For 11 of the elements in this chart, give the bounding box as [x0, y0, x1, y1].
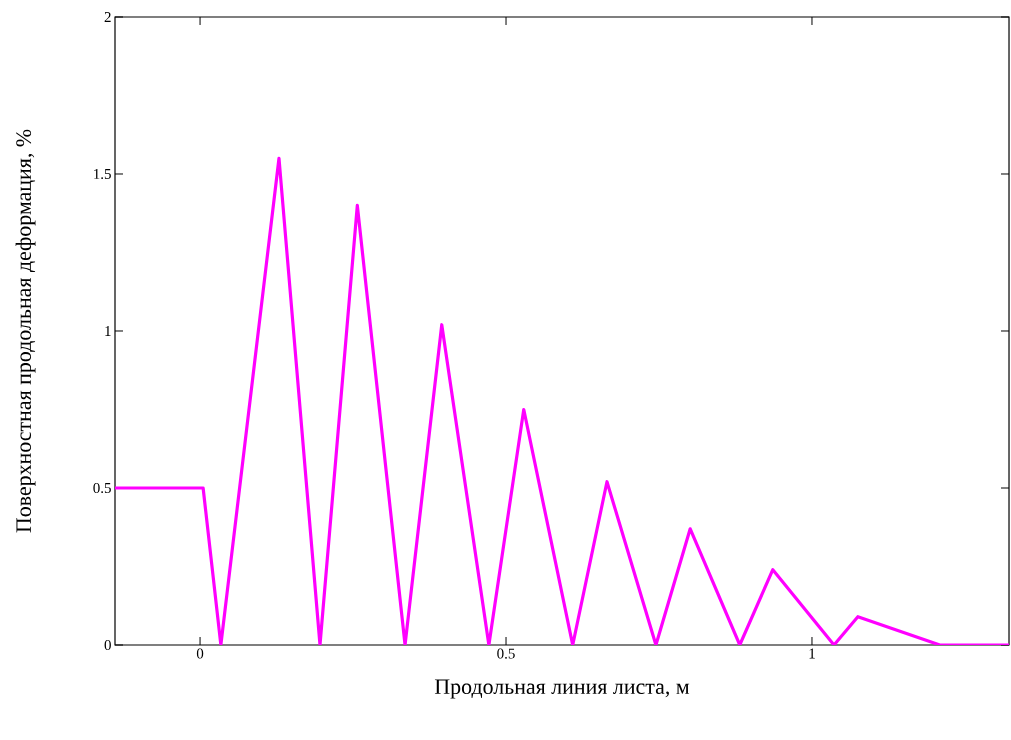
- x-tick-label: 1: [809, 648, 815, 659]
- y-tick-label: 2: [104, 12, 111, 22]
- line-series: [115, 156, 1010, 645]
- y-tick-label: 1.5: [94, 168, 111, 180]
- x-tick-label: 0.5: [497, 648, 515, 659]
- x-axis-title: Продольная линия листа, м: [434, 679, 690, 699]
- y-tick-label: 1: [105, 326, 111, 336]
- y-tick-label: 0.5: [93, 482, 111, 494]
- x-tick-label: 0: [196, 648, 204, 659]
- y-tick-label: 0: [104, 639, 111, 651]
- y-axis-title: Поверхностная продольная деформация, %: [15, 129, 36, 533]
